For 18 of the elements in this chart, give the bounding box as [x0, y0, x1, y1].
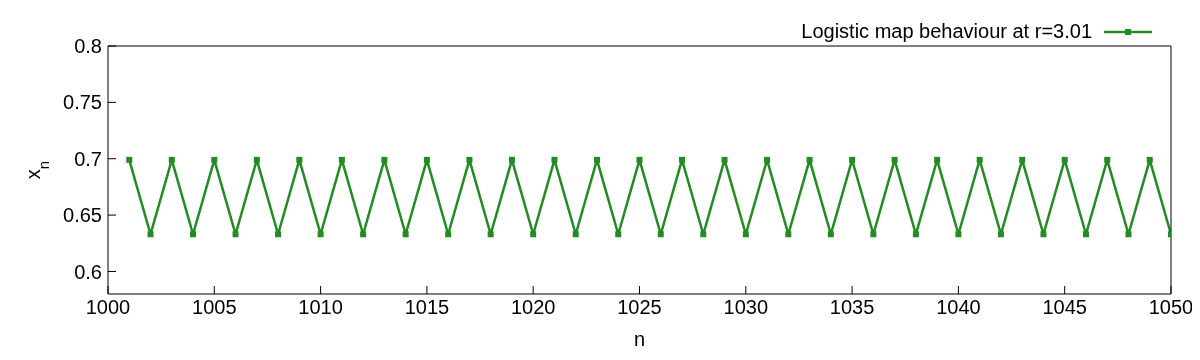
x-tick-label: 1010 [298, 296, 343, 319]
x-tick-label: 1050 [1148, 296, 1194, 319]
x-tick-label: 1045 [1042, 296, 1087, 319]
x-tick-label: 1005 [192, 296, 237, 319]
x-tick-label: 1030 [723, 296, 769, 319]
x-tick-label: 1000 [85, 296, 131, 319]
x-axis-title: n [633, 328, 646, 350]
y-tick-label: 0.7 [74, 147, 102, 170]
y-tick-label: 0.75 [63, 91, 102, 114]
x-tick-label: 1035 [829, 296, 875, 319]
y-tick-label: 0.8 [74, 35, 102, 58]
x-tick-label: 1015 [404, 296, 450, 319]
x-tick-label: 1025 [617, 296, 662, 319]
x-tick-label: 1040 [936, 296, 981, 319]
y-tick-label: 0.6 [74, 260, 102, 283]
x-tick-label: 1020 [510, 296, 556, 319]
y-tick-label: 0.65 [63, 204, 102, 227]
legend-label: Logistic map behaviour at r=3.01 [801, 20, 1092, 43]
